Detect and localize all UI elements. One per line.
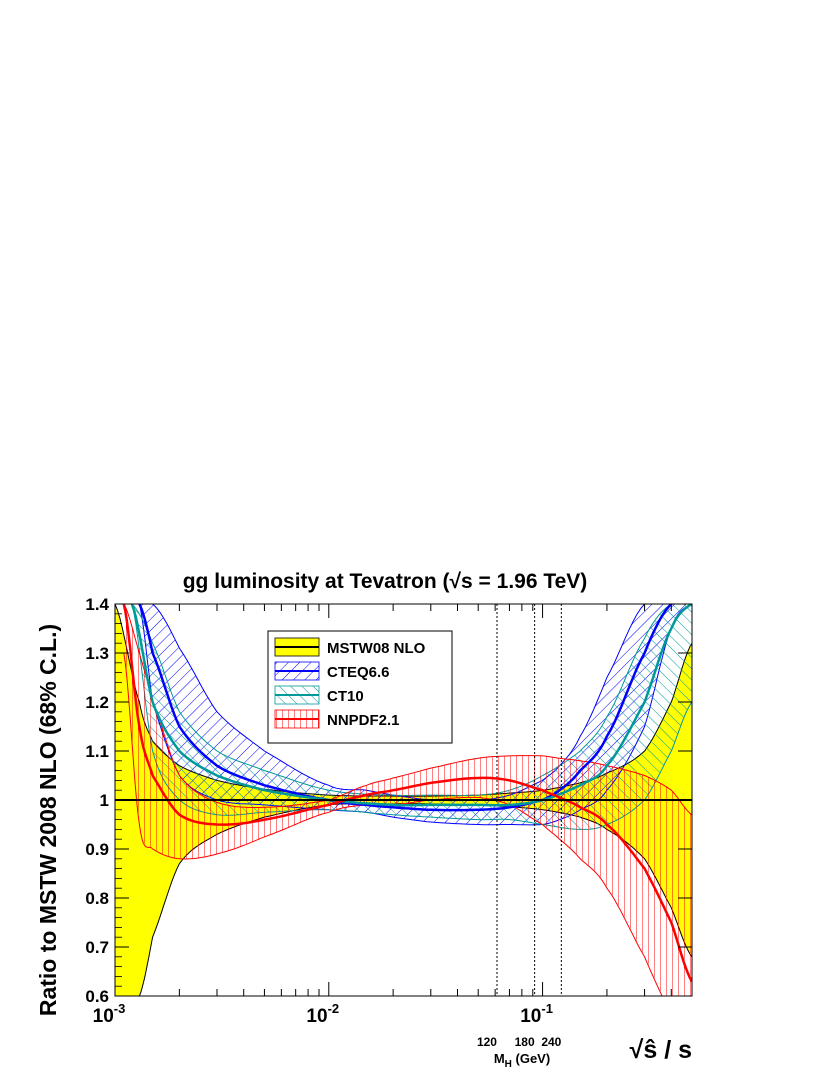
y-tick-label: 0.6 — [85, 987, 109, 1006]
mh-tick-label-180: 180 — [515, 1035, 535, 1049]
legend-entry-cteq: CTEQ6.6 — [274, 661, 390, 681]
y-tick-label: 0.7 — [85, 938, 109, 957]
central-nnpdf — [122, 604, 692, 982]
legend-entry-ct10: CT10 — [274, 685, 364, 705]
legend-entry-nnpdf: NNPDF2.1 — [274, 709, 400, 729]
x-axis: 10-3 10-2 10-1 — [93, 604, 693, 1027]
plot-area — [115, 604, 692, 996]
y-tick-label: 1.4 — [85, 595, 109, 614]
legend-label-cteq: CTEQ6.6 — [327, 664, 390, 681]
y-tick-label: 1.3 — [85, 644, 109, 663]
y-tick-label: 0.9 — [85, 840, 109, 859]
x-tick-label: 10-3 — [93, 1001, 126, 1027]
higgs-mass-axis: MH (GeV) 120 180 240 — [477, 1035, 562, 1070]
y-tick-label: 1.1 — [85, 742, 109, 761]
band-cteq — [139, 604, 692, 825]
x-tick-label: 10-1 — [520, 1001, 553, 1027]
legend-label-mstw: MSTW08 NLO — [327, 640, 426, 657]
legend-label-ct10: CT10 — [327, 688, 364, 705]
mh-tick-label-120: 120 — [477, 1035, 497, 1049]
x-tick-label: 10-2 — [306, 1001, 339, 1027]
chart-title: gg luminosity at Tevatron (√s = 1.96 TeV… — [183, 570, 588, 593]
y-axis-label: Ratio to MSTW 2008 NLO (68% C.L.) — [35, 624, 61, 1016]
x-axis-label: √ŝ / s — [630, 1036, 692, 1064]
central-ct10 — [130, 604, 692, 807]
mh-axis-label: MH (GeV) — [494, 1051, 550, 1070]
y-tick-label: 1 — [100, 791, 109, 810]
legend-label-nnpdf: NNPDF2.1 — [327, 712, 400, 729]
y-tick-label: 1.2 — [85, 693, 109, 712]
legend: MSTW08 NLO CTEQ6.6 CT10 NNPDF2.1 — [267, 630, 453, 744]
legend-entry-mstw: MSTW08 NLO — [274, 637, 426, 657]
central-cteq — [138, 604, 692, 812]
y-tick-label: 0.8 — [85, 889, 109, 908]
y-axis: 0.6 0.7 0.8 0.9 1 1.1 1.2 1.3 1.4 — [85, 595, 692, 1006]
mh-tick-label-240: 240 — [541, 1035, 561, 1049]
central-curves — [115, 604, 692, 982]
